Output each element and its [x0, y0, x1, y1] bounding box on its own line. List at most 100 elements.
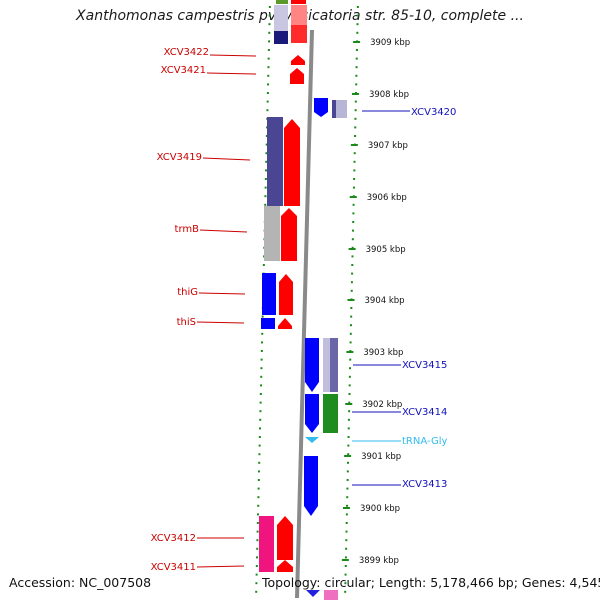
gene-label-right[interactable]: XCV3413: [402, 479, 447, 490]
border-dot: [259, 401, 262, 404]
border-dot: [351, 255, 354, 258]
border-dot: [346, 487, 349, 490]
gene-xcv3419-cog[interactable]: [267, 117, 283, 206]
gene-label-left[interactable]: XCV3412: [151, 533, 196, 544]
gene-label-left[interactable]: XCV3421: [161, 65, 206, 76]
gene-xcv3415-cog-dark[interactable]: [330, 338, 338, 392]
gene-label-right[interactable]: XCV3415: [402, 360, 447, 371]
gene-xcv3422-cog-dark[interactable]: [274, 31, 288, 44]
border-dot: [350, 315, 353, 318]
border-dot: [347, 427, 350, 430]
gene-top-green[interactable]: [276, 0, 288, 4]
gene-label-right[interactable]: XCV3420: [411, 107, 456, 118]
border-dot: [346, 496, 349, 499]
scale-tick: [348, 248, 356, 250]
gene-xcv3422-forward-shade[interactable]: [291, 5, 307, 25]
gene-xcv3414-cog[interactable]: [323, 394, 338, 433]
border-dot: [344, 556, 347, 559]
gene-xcv3412-forward[interactable]: [277, 516, 293, 560]
border-dot: [356, 23, 359, 26]
border-dot: [261, 341, 264, 344]
border-dot: [353, 178, 356, 180]
border-dot: [353, 160, 356, 163]
border-dot: [348, 401, 351, 404]
gene-xcv3422-cog[interactable]: [274, 5, 288, 31]
border-dot: [265, 152, 268, 155]
gene-this-forward[interactable]: [278, 318, 292, 329]
label-leader-line: [196, 565, 245, 568]
gene-this-reverse[interactable]: [261, 318, 275, 329]
gene-xcv3412-cog[interactable]: [259, 516, 274, 572]
scale-tick: [353, 41, 361, 43]
border-dot: [350, 281, 353, 284]
gene-xcv3411-forward[interactable]: [277, 560, 293, 572]
gene-xcv3420-cog-dark[interactable]: [332, 100, 336, 118]
border-dot: [266, 109, 269, 112]
border-dot: [355, 83, 358, 86]
gene-trna-gly[interactable]: [305, 437, 319, 443]
border-dot: [257, 487, 260, 490]
gene-xcv3414-reverse[interactable]: [305, 394, 319, 433]
gene-thig-reverse[interactable]: [262, 273, 276, 315]
gene-label-left[interactable]: XCV3419: [157, 152, 202, 163]
scale-tick: [344, 455, 352, 457]
scale-tick-label: 3904 kbp: [365, 296, 405, 306]
border-dot: [349, 358, 352, 361]
border-dot: [353, 169, 356, 172]
gene-xcv3413-reverse[interactable]: [304, 456, 318, 516]
border-dot: [258, 461, 261, 464]
scale-tick-label: 3903 kbp: [363, 348, 403, 358]
gene-xcv3421-forward[interactable]: [291, 55, 305, 65]
border-dot: [344, 565, 347, 567]
gene-trmb-cog[interactable]: [264, 206, 280, 261]
gene-trmb-forward[interactable]: [281, 208, 297, 261]
border-dot: [255, 590, 258, 593]
border-dot: [261, 315, 264, 318]
border-dot: [267, 83, 270, 86]
gene-xcv3421b-forward[interactable]: [290, 68, 304, 84]
gene-xcv3420-reverse[interactable]: [314, 98, 328, 117]
gene-xcv3419-forward[interactable]: [284, 119, 300, 206]
scale-tick: [350, 144, 358, 146]
border-dot: [264, 203, 267, 206]
border-dot: [267, 57, 270, 60]
scale-tick-label: 3900 kbp: [360, 504, 400, 514]
border-dot: [348, 375, 351, 378]
scale-tick: [341, 559, 349, 561]
gene-label-left[interactable]: trmB: [175, 224, 200, 235]
border-dot: [344, 573, 347, 576]
border-dot: [351, 264, 354, 266]
border-dot: [352, 212, 355, 215]
gene-thig-forward[interactable]: [279, 274, 293, 315]
border-dot: [353, 152, 356, 155]
border-dot: [257, 479, 260, 481]
border-dot: [259, 410, 262, 413]
accession-text: Accession: NC_007508: [9, 575, 152, 590]
border-dot: [348, 393, 351, 395]
scale-tick: [342, 507, 350, 509]
border-dot: [264, 186, 267, 189]
border-dot: [267, 66, 270, 69]
gene-label-left[interactable]: thiG: [177, 287, 198, 298]
gene-xcv3415-reverse[interactable]: [305, 338, 319, 392]
gene-top-red[interactable]: [291, 0, 306, 4]
border-dot: [258, 453, 261, 456]
border-dot: [351, 272, 354, 275]
scale-tick-label: 3902 kbp: [362, 400, 402, 410]
border-dot: [345, 530, 348, 533]
border-dot: [258, 470, 261, 473]
gene-bottom-reverse[interactable]: [306, 590, 320, 597]
gene-label-left[interactable]: XCV3411: [151, 562, 196, 573]
border-dot: [265, 135, 268, 137]
border-dot: [268, 31, 271, 34]
gene-label-right[interactable]: XCV3414: [402, 407, 447, 418]
border-dot: [349, 332, 352, 335]
scale-tick-label: 3908 kbp: [369, 90, 409, 100]
gene-label-left[interactable]: thiS: [177, 317, 196, 328]
gene-bottom-cog[interactable]: [324, 590, 338, 600]
gene-label-left[interactable]: XCV3422: [164, 47, 209, 58]
gene-label-right[interactable]: tRNA-Gly: [402, 436, 447, 447]
border-dot: [256, 556, 259, 559]
scale-tick: [347, 299, 355, 301]
